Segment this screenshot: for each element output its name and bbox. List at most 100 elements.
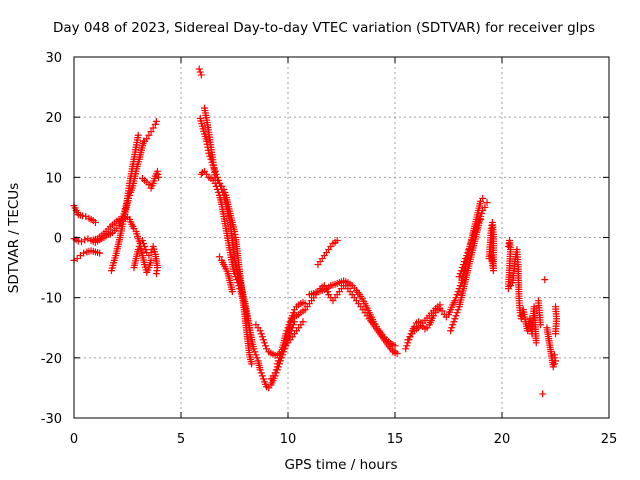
data-point [272, 366, 280, 374]
data-point [259, 336, 267, 344]
data-point [140, 240, 148, 248]
data-point [470, 230, 478, 238]
data-point [447, 327, 455, 335]
data-point [550, 351, 558, 359]
x-tick-label: 5 [177, 432, 185, 447]
data-point [466, 243, 474, 251]
y-tick-label: 10 [45, 171, 62, 186]
data-point [73, 255, 81, 263]
data-point [448, 324, 456, 332]
chart-title: Day 048 of 2023, Sidereal Day-to-day VTE… [53, 20, 595, 36]
data-point [212, 182, 220, 190]
data-point [257, 369, 265, 377]
data-point [256, 327, 264, 335]
data-point [463, 252, 471, 260]
data-point [235, 282, 243, 290]
x-tick-label: 15 [387, 432, 404, 447]
data-point [391, 342, 399, 350]
data-point [274, 357, 282, 365]
data-point [438, 307, 446, 315]
data-point [79, 212, 87, 220]
data-point [256, 366, 264, 374]
data-point [452, 312, 460, 320]
data-point [231, 270, 238, 278]
y-tick-label: 0 [54, 232, 62, 247]
data-point [259, 375, 267, 383]
grid [74, 57, 609, 418]
data-point [472, 224, 480, 232]
x-tick-label: 20 [494, 432, 511, 447]
data-point [232, 273, 240, 281]
data-point [465, 246, 473, 254]
data-point [481, 203, 489, 211]
data-point [451, 297, 459, 305]
data-point [539, 390, 547, 398]
data-point [333, 237, 341, 245]
data-point [260, 339, 268, 347]
data-point [468, 237, 476, 245]
data-point [125, 194, 133, 202]
data-point [537, 321, 545, 329]
data-point [436, 301, 444, 309]
data-point [277, 351, 285, 359]
data-point [152, 270, 160, 278]
data-point [196, 68, 204, 76]
data-point [469, 234, 477, 241]
data-point [211, 179, 219, 187]
data-point [450, 318, 458, 326]
data-point [541, 276, 549, 284]
data-point [459, 261, 467, 269]
data-point [216, 253, 224, 261]
data-point [549, 363, 557, 371]
data-point [273, 360, 281, 368]
data-point [248, 336, 256, 344]
x-axis-label: GPS time / hours [284, 457, 397, 473]
data-point [451, 315, 459, 323]
data-point [134, 131, 142, 139]
data-point [282, 330, 290, 338]
data-point [234, 279, 242, 287]
data-point [456, 282, 464, 290]
data-point [228, 288, 236, 296]
data-point [155, 173, 163, 181]
data-point [271, 369, 279, 377]
data-point [402, 345, 410, 353]
data-point [467, 240, 475, 248]
data-point [552, 330, 559, 338]
data-point [143, 135, 151, 143]
data-point [151, 120, 159, 128]
data-point [81, 236, 89, 244]
data-point [462, 255, 470, 263]
data-point [77, 238, 85, 246]
data-point [284, 324, 292, 332]
data-point [487, 252, 495, 260]
data-point [262, 342, 270, 350]
x-tick-label: 0 [70, 432, 78, 447]
data-point [91, 218, 99, 226]
axis-ticks: 0 5 10 15 20 25 -30 -20 -10 0 10 20 30 [41, 51, 618, 447]
data-point [532, 339, 540, 347]
data-point [461, 258, 469, 266]
data-point [152, 117, 160, 125]
data-point [471, 227, 479, 235]
data-point [221, 188, 229, 196]
data-point [389, 348, 397, 356]
data-point [233, 276, 241, 284]
data-point [236, 285, 244, 293]
data-point [458, 264, 466, 272]
data-point [251, 348, 259, 356]
data-point [96, 249, 104, 257]
y-tick-label: -20 [41, 352, 62, 367]
y-tick-label: -10 [41, 292, 62, 307]
data-point [456, 270, 464, 278]
data-point [454, 306, 462, 314]
data-point [197, 71, 205, 79]
data-point [453, 309, 461, 317]
y-axis-label: SDTVAR / TECUs [6, 183, 22, 293]
data-point [149, 124, 157, 132]
data-point [147, 128, 155, 136]
data-point [145, 181, 153, 189]
data-point [213, 185, 221, 193]
data-point [252, 351, 260, 359]
